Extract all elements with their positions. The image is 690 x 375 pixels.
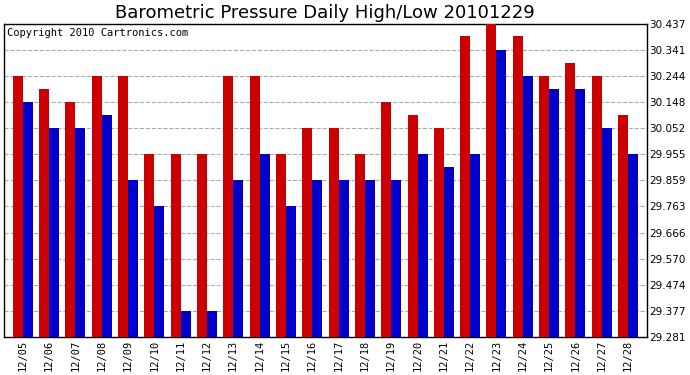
Bar: [92, 76, 101, 337]
Bar: [549, 89, 559, 337]
Bar: [75, 128, 86, 337]
Bar: [170, 154, 181, 337]
Bar: [276, 154, 286, 337]
Bar: [49, 128, 59, 337]
Title: Barometric Pressure Daily High/Low 20101229: Barometric Pressure Daily High/Low 20101…: [115, 4, 535, 22]
Bar: [197, 154, 207, 337]
Bar: [365, 180, 375, 337]
Bar: [118, 76, 128, 337]
Bar: [101, 115, 112, 337]
Bar: [66, 102, 75, 337]
Bar: [444, 167, 454, 337]
Bar: [523, 76, 533, 337]
Bar: [259, 154, 270, 337]
Bar: [312, 180, 322, 337]
Bar: [408, 115, 417, 337]
Bar: [592, 76, 602, 337]
Bar: [128, 180, 138, 337]
Bar: [12, 76, 23, 337]
Bar: [486, 24, 497, 337]
Bar: [539, 76, 549, 337]
Bar: [391, 180, 401, 337]
Bar: [513, 36, 523, 337]
Bar: [417, 154, 428, 337]
Bar: [39, 89, 49, 337]
Bar: [355, 154, 365, 337]
Bar: [328, 128, 339, 337]
Bar: [155, 206, 164, 337]
Bar: [207, 311, 217, 337]
Bar: [250, 76, 259, 337]
Text: Copyright 2010 Cartronics.com: Copyright 2010 Cartronics.com: [8, 28, 188, 38]
Bar: [460, 36, 470, 337]
Bar: [181, 311, 190, 337]
Bar: [339, 180, 348, 337]
Bar: [497, 50, 506, 337]
Bar: [618, 115, 628, 337]
Bar: [566, 63, 575, 337]
Bar: [286, 206, 296, 337]
Bar: [628, 154, 638, 337]
Bar: [302, 128, 312, 337]
Bar: [233, 180, 243, 337]
Bar: [223, 76, 233, 337]
Bar: [381, 102, 391, 337]
Bar: [23, 102, 32, 337]
Bar: [434, 128, 444, 337]
Bar: [470, 154, 480, 337]
Bar: [575, 89, 586, 337]
Bar: [602, 128, 612, 337]
Bar: [144, 154, 155, 337]
